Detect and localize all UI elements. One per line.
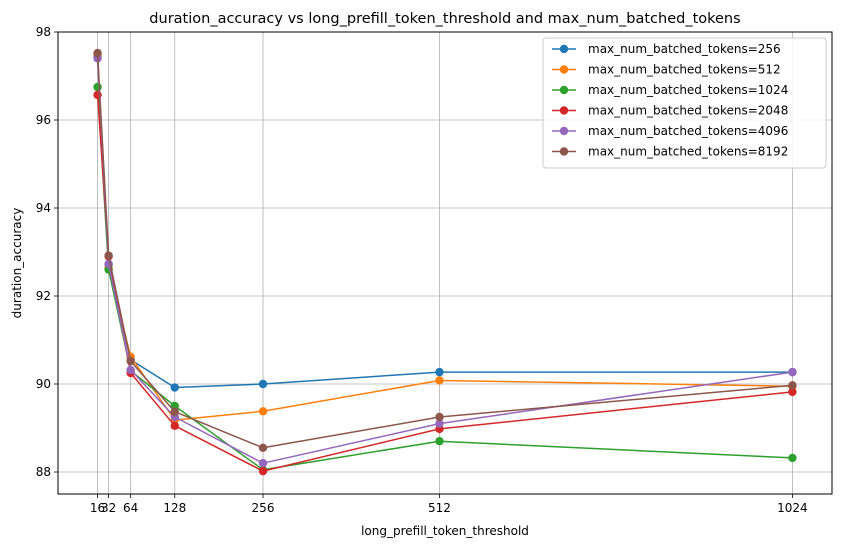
data-point [126,365,135,375]
data-point [258,379,268,389]
x-axis-label: long_prefill_token_threshold [361,524,529,538]
x-tick-label: 1024 [777,501,808,515]
data-point [258,407,268,416]
legend-marker [559,147,569,156]
legend-label: max_num_batched_tokens=4096 [588,124,788,138]
legend-marker [559,85,569,95]
legend-marker [559,106,569,115]
legend-box [542,37,827,169]
plot-frame [57,31,833,495]
series-6 [93,48,797,452]
data-point [788,367,797,377]
x-tick-label: 512 [428,501,451,515]
data-point [93,48,102,58]
legend-item: max_num_batched_tokens=1024 [552,83,788,97]
legend: max_num_batched_tokens=256 max_num_batche… [542,37,827,169]
data-point [435,412,444,422]
data-point [258,459,268,468]
data-point [435,367,444,377]
y-tick-label: 92 [36,289,51,303]
x-tick-label: 16 [90,501,105,515]
legend-marker [559,126,569,136]
data-point [258,466,268,476]
legend-label: max_num_batched_tokens=512 [588,63,781,77]
data-point [170,383,179,392]
x-tick-label: 256 [252,501,275,515]
y-tick-label: 88 [36,465,51,479]
legend-label: max_num_batched_tokens=256 [588,42,781,56]
data-point [258,443,268,452]
data-point [93,82,102,92]
legend-item: max_num_batched_tokens=8192 [552,145,788,159]
legend-item: max_num_batched_tokens=512 [552,63,781,77]
legend-marker [559,44,569,54]
legend-label: max_num_batched_tokens=1024 [588,83,788,97]
data-point [788,381,797,390]
chart-title: duration_accuracy vs long_prefill_token_… [149,11,740,27]
x-tick-label: 64 [123,501,138,515]
data-point [170,421,179,430]
series-layer [93,48,797,476]
y-tick-label: 98 [36,25,51,39]
data-point [126,356,135,366]
y-tick-label: 94 [36,201,51,215]
data-point [435,437,444,446]
legend-item: max_num_batched_tokens=2048 [552,104,788,118]
y-axis-label: duration_accuracy [10,208,24,319]
y-tick-label: 90 [36,377,51,391]
data-point [788,387,797,397]
data-point [435,419,444,428]
legend-item: max_num_batched_tokens=256 [552,42,781,56]
legend-item: max_num_batched_tokens=4096 [552,124,788,138]
y-tick-label: 96 [36,113,51,127]
y-axis-ticks: 88 90 92 94 96 98 [36,25,58,479]
x-tick-label: 32 [101,501,116,515]
legend-label: max_num_batched_tokens=8192 [588,145,788,159]
legend-label: max_num_batched_tokens=2048 [588,104,788,118]
data-point [104,251,113,260]
legend-marker [559,65,569,74]
data-point [788,453,797,463]
data-point [435,376,444,385]
data-point [170,407,179,416]
x-tick-label: 128 [163,501,186,515]
